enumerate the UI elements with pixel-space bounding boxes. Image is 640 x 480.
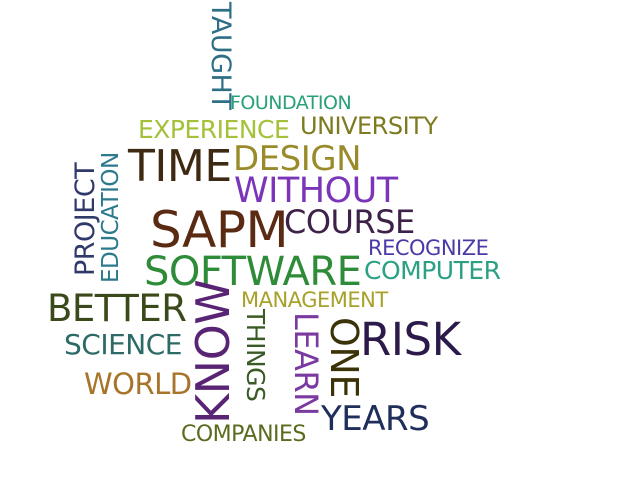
word-years: YEARS	[321, 399, 430, 439]
word-learn: LEARN	[287, 312, 325, 416]
word-risk: RISK	[360, 313, 461, 366]
word-university: UNIVERSITY	[300, 112, 438, 140]
word-course: COURSE	[284, 203, 415, 241]
word-better: BETTER	[47, 287, 187, 330]
word-one: ONE	[322, 317, 366, 398]
word-without: WITHOUT	[234, 171, 398, 211]
word-management: MANAGEMENT	[241, 288, 388, 312]
word-computer: COMPUTER	[364, 256, 501, 285]
word-recognize: RECOGNIZE	[368, 236, 489, 260]
word-sapm: SAPM	[150, 201, 289, 259]
word-know: KNOW	[186, 279, 240, 424]
word-world: WORLD	[84, 367, 192, 401]
word-education: EDUCATION	[98, 152, 124, 283]
word-time: TIME	[128, 141, 232, 192]
word-things: THINGS	[241, 309, 270, 402]
word-project: PROJECT	[70, 162, 101, 276]
word-science: SCIENCE	[64, 328, 182, 361]
word-foundation: FOUNDATION	[230, 92, 352, 114]
word-software: SOFTWARE	[144, 249, 362, 295]
word-design: DESIGN	[233, 139, 362, 179]
word-companies: COMPANIES	[181, 422, 306, 447]
word-experience: EXPERIENCE	[138, 115, 290, 144]
